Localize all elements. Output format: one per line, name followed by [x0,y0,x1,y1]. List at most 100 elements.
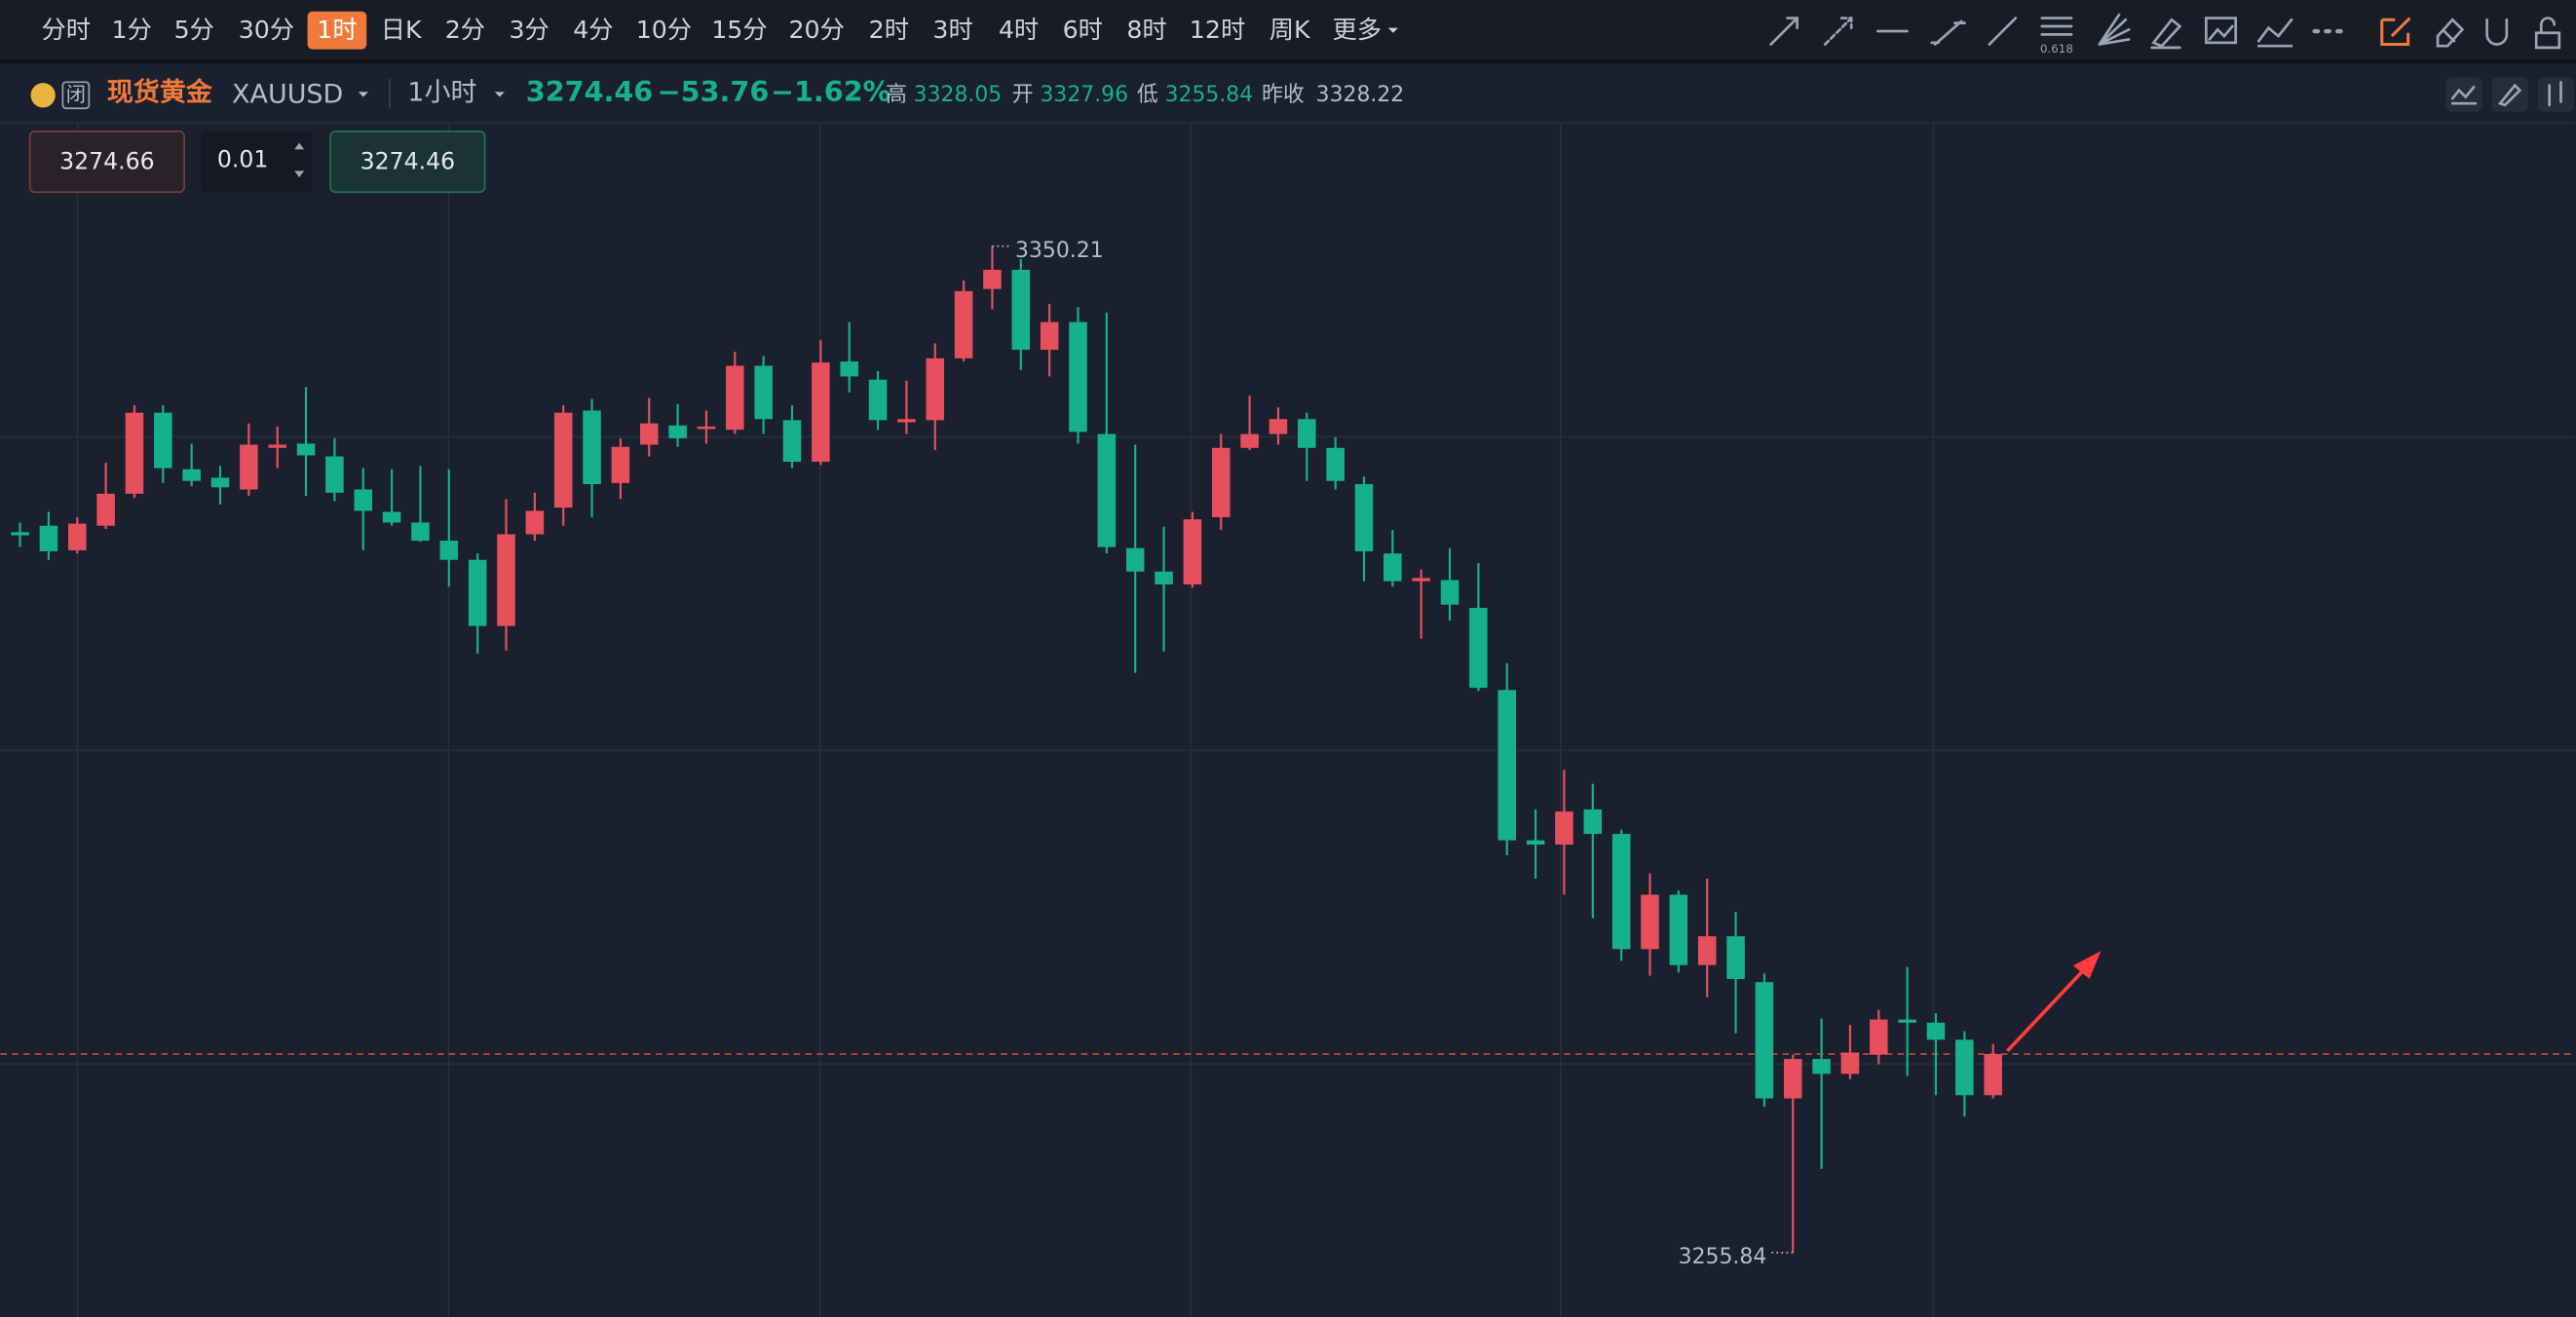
sell-button[interactable] [28,131,185,194]
period-tab[interactable]: 15分 [711,16,767,44]
quantity-input[interactable] [201,131,313,193]
period-tab[interactable]: 3时 [932,16,972,44]
candle-body [1955,1039,1974,1096]
period-tab[interactable]: 3分 [509,16,549,44]
tool-image[interactable] [2205,17,2238,45]
btn-draw[interactable] [2491,77,2528,112]
candle-body [1183,519,1202,584]
instrument-name: 现货黄金 [107,77,213,108]
tool-draw-active[interactable] [2380,17,2411,47]
change: −53.76 [658,75,770,108]
period-tab[interactable]: 1时 [317,16,357,44]
period-tab[interactable]: 周K [1269,16,1311,44]
dropdown[interactable] [1387,27,1398,33]
sell-price: 3274.66 [59,147,155,174]
candle-body [240,444,258,490]
prev-close: 3328.22 [1316,83,1405,107]
candle-body [812,362,830,463]
low-label: 低 [1137,83,1158,107]
period-tab[interactable]: 更多 [1333,16,1383,44]
candle-body [1898,1019,1916,1023]
candle-body [726,365,744,431]
period-tab[interactable]: 2时 [869,16,909,44]
gold-icon [30,83,56,108]
active-tab[interactable] [307,11,367,50]
dropdown[interactable] [358,92,368,97]
candle-body [553,412,573,508]
period-tab[interactable]: 6时 [1063,16,1103,44]
candle-body [96,493,115,526]
candle-body [411,522,430,542]
period-tab[interactable]: 1分 [112,16,152,44]
tool-lock[interactable] [2534,17,2561,50]
btn-draw-glyph [2497,83,2522,107]
tool-ray[interactable] [1823,17,1853,46]
candle-body [182,469,201,481]
period-tab[interactable]: 8时 [1126,16,1166,44]
tool-brush[interactable] [2150,18,2182,50]
candle-body [1155,571,1173,584]
candle-body [125,412,144,494]
candle-body [926,357,945,421]
period-tab[interactable]: 10分 [636,16,692,44]
open: 3327.96 [1040,83,1128,107]
candle-body [1298,419,1316,448]
tool-fib[interactable] [2040,17,2073,36]
candle-body [11,532,29,536]
candle-body [1726,936,1745,979]
candle-body [1040,321,1059,351]
dropdown[interactable] [494,92,505,97]
period-tab[interactable]: 12时 [1190,16,1245,44]
period-tab[interactable]: 2分 [445,16,485,44]
candle-body [154,412,172,469]
tool-line[interactable] [1988,17,2018,46]
period-tab[interactable]: 日K [381,16,423,44]
candle-body [583,410,601,485]
candle-body [1125,547,1145,572]
tool-fan[interactable] [2098,13,2131,46]
tool-eraser[interactable] [2436,18,2465,48]
tool-segment[interactable] [1930,19,1966,46]
candle-body [1926,1022,1946,1040]
candle-body [868,379,888,421]
prev-label: 昨收 [1262,83,1305,107]
candle-body [39,525,58,551]
period-tab[interactable]: 30分 [239,16,294,44]
candle-body [1069,321,1087,433]
candle-body [840,361,858,377]
candle-body [1840,1052,1860,1074]
candle-body [1412,578,1430,582]
candle-body [1611,834,1631,950]
period-tab[interactable]: 分时 [42,16,92,44]
candle-body [1583,809,1603,835]
buy-button[interactable] [329,131,486,194]
period-tab[interactable]: 5分 [174,16,214,44]
tool-magnet[interactable] [2485,18,2509,46]
candle-body [1383,553,1402,582]
candle-body [782,420,802,463]
low-label: 3255.84 [1679,1245,1767,1269]
tool-wave[interactable] [2256,18,2293,48]
candle-body [468,559,487,626]
candle-body [296,443,316,456]
candle-body [639,423,659,445]
interval[interactable]: 1小时 [407,78,476,108]
badge-box [61,81,91,110]
tool-arrow[interactable] [1769,17,1799,46]
low: 3255.84 [1165,83,1254,107]
candle-body [1870,1019,1888,1055]
btn-style[interactable] [2537,77,2574,112]
candle-body [697,426,716,430]
candle-body [1440,580,1459,605]
period-tab[interactable]: 4分 [573,16,613,44]
candle-body [1526,840,1545,846]
period-tab[interactable]: 4时 [999,16,1039,44]
candle-body [1697,936,1717,965]
high: 3328.05 [914,83,1003,107]
candle-body [897,419,916,423]
candle-body [1641,894,1659,950]
period-tab[interactable]: 20分 [788,16,844,44]
symbol[interactable]: XAUUSD [232,79,343,109]
candle-body [439,541,459,560]
